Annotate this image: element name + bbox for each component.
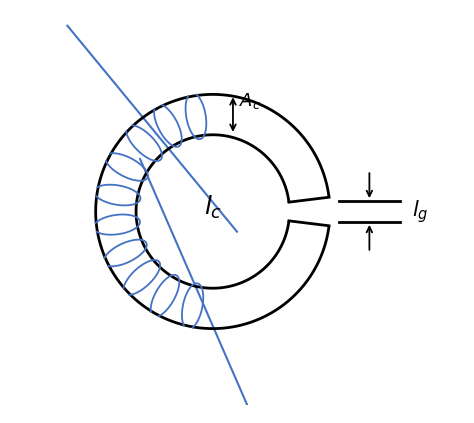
Text: $l_c$: $l_c$ — [204, 194, 222, 221]
Text: $l_g$: $l_g$ — [412, 198, 428, 225]
Text: $A_c$: $A_c$ — [239, 91, 262, 110]
